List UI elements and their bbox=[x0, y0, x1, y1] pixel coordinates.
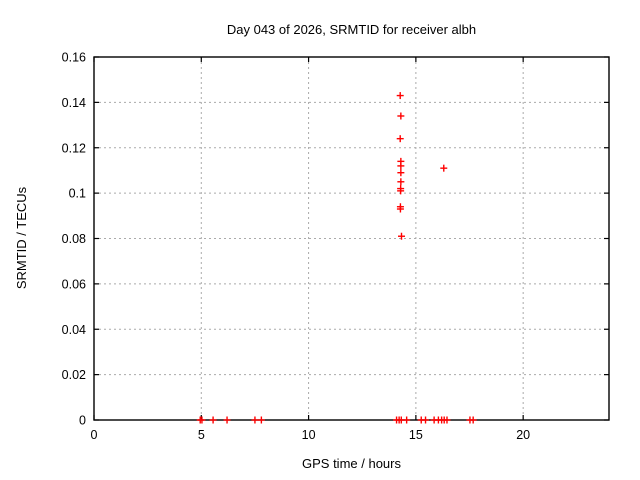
chart-title: Day 043 of 2026, SRMTID for receiver alb… bbox=[226, 22, 477, 37]
x-tick-label: 15 bbox=[409, 428, 423, 442]
y-tick-label: 0.06 bbox=[62, 277, 86, 291]
y-tick-label: 0.1 bbox=[69, 187, 86, 201]
plot-border bbox=[93, 56, 610, 421]
y-tick-label: 0.16 bbox=[62, 51, 86, 65]
x-tick-label: 5 bbox=[198, 428, 205, 442]
y-tick-label: 0 bbox=[79, 414, 86, 428]
y-tick-label: 0.02 bbox=[62, 368, 86, 382]
y-tick-label: 0.12 bbox=[62, 141, 86, 155]
y-tick-label: 0.04 bbox=[62, 323, 86, 337]
x-tick-label: 20 bbox=[516, 428, 530, 442]
x-tick-label: 10 bbox=[302, 428, 316, 442]
x-tick-label: 0 bbox=[91, 428, 98, 442]
y-tick-label: 0.14 bbox=[62, 96, 86, 110]
x-axis-label: GPS time / hours bbox=[302, 456, 401, 471]
y-tick-label: 0.08 bbox=[62, 232, 86, 246]
